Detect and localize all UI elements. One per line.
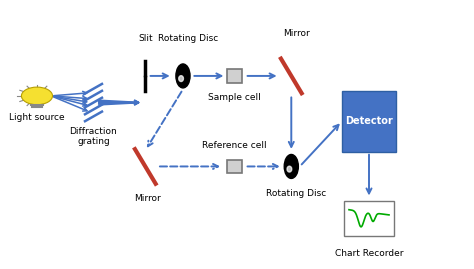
Ellipse shape xyxy=(179,76,183,82)
Text: Detector: Detector xyxy=(345,116,393,126)
Text: Sample cell: Sample cell xyxy=(209,93,261,102)
Text: Light source: Light source xyxy=(9,113,65,122)
Bar xyxy=(344,201,394,236)
Ellipse shape xyxy=(176,64,190,88)
Text: Mirror: Mirror xyxy=(134,194,161,203)
Ellipse shape xyxy=(284,154,298,178)
Text: Chart Recorder: Chart Recorder xyxy=(335,249,403,258)
Text: Rotating Disc: Rotating Disc xyxy=(157,34,218,43)
Text: Reference cell: Reference cell xyxy=(202,141,267,150)
Circle shape xyxy=(21,87,53,105)
Bar xyxy=(227,69,242,83)
Text: Slit: Slit xyxy=(138,34,153,43)
FancyBboxPatch shape xyxy=(342,91,396,152)
Text: Diffraction
grating: Diffraction grating xyxy=(70,126,118,146)
Bar xyxy=(227,160,242,173)
Text: Mirror: Mirror xyxy=(283,29,310,38)
Text: Rotating Disc: Rotating Disc xyxy=(266,189,326,197)
Ellipse shape xyxy=(287,166,292,172)
